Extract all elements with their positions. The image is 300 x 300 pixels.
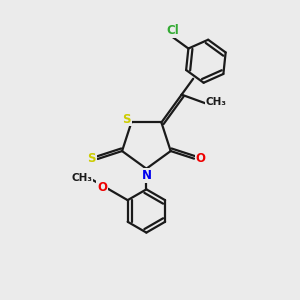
Text: S: S [122, 112, 131, 125]
Text: S: S [87, 152, 96, 165]
Text: Cl: Cl [166, 24, 179, 37]
Text: N: N [141, 169, 152, 182]
Text: CH₃: CH₃ [206, 97, 227, 107]
Text: O: O [97, 181, 107, 194]
Text: CH₃: CH₃ [71, 173, 92, 183]
Text: O: O [195, 152, 206, 165]
